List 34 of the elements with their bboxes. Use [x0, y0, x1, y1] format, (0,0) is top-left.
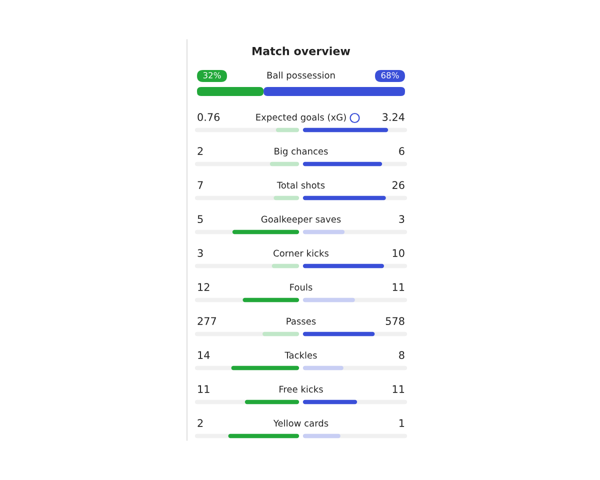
category-label: Free kicks — [280, 386, 323, 393]
category-label: Goalkeeper saves — [261, 216, 341, 224]
data-label: 11 — [392, 283, 404, 291]
data-label: 578 — [386, 317, 404, 326]
data-label: 32% — [203, 72, 221, 78]
data-label: 8 — [399, 351, 404, 360]
data-label: 3 — [198, 249, 203, 258]
data-label: 14 — [198, 351, 210, 359]
data-label: 0.76 — [198, 113, 220, 122]
category-label: Ball possession — [267, 72, 335, 80]
category-label: Fouls — [290, 284, 312, 291]
data-label: 3.24 — [382, 113, 404, 122]
data-label: 10 — [392, 249, 404, 258]
data-label: 2 — [198, 419, 203, 427]
data-label: 277 — [198, 317, 216, 325]
data-label: 5 — [198, 215, 203, 224]
category-label: Expected goals (xG) — [256, 114, 346, 122]
text: Match overview — [252, 46, 350, 56]
category-label: Corner kicks — [274, 250, 328, 257]
data-label: 6 — [399, 147, 404, 156]
data-label: 7 — [198, 181, 203, 189]
data-label: 11 — [392, 385, 404, 393]
data-label: 12 — [198, 283, 210, 291]
category-label: Passes — [286, 318, 316, 325]
category-label: Tackles — [284, 352, 317, 359]
data-label: 11 — [198, 385, 210, 393]
data-label: 3 — [399, 215, 404, 224]
data-label: 2 — [198, 147, 203, 155]
category-label: Yellow cards — [273, 420, 328, 427]
data-label: 1 — [400, 419, 404, 427]
data-label: 26 — [392, 181, 404, 190]
category-label: Total shots — [276, 182, 325, 189]
category-label: Big chances — [274, 148, 328, 156]
data-label: 68% — [381, 72, 399, 78]
